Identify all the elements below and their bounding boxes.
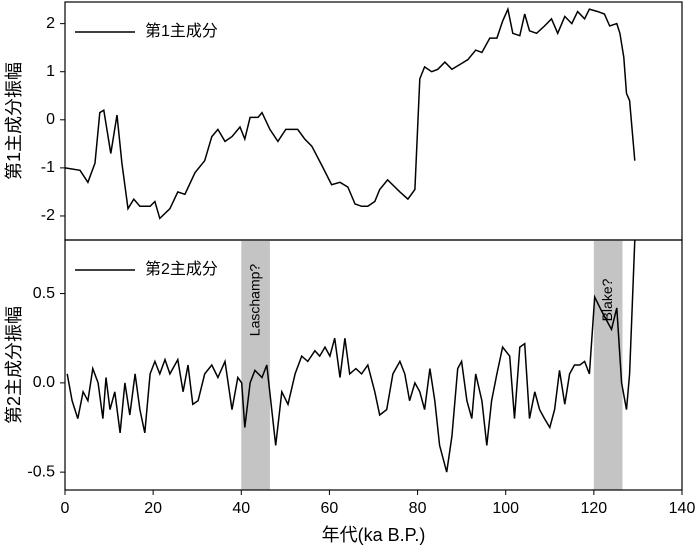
y-tick-label: -2	[41, 207, 55, 224]
y-tick-label: 0	[46, 111, 55, 128]
y-tick-label: 2	[46, 15, 55, 32]
y-tick-label: 0.5	[33, 285, 55, 302]
legend-label: 第1主成分	[145, 22, 218, 40]
series-line	[65, 6, 636, 220]
x-tick-label: 60	[321, 500, 339, 517]
y-tick-label: 1	[46, 63, 55, 80]
x-tick-label: 100	[492, 500, 519, 517]
y-axis-label: 第1主成分振幅	[4, 62, 24, 180]
legend-label: 第2主成分	[145, 260, 218, 278]
band-label: Laschamp?	[246, 264, 262, 337]
band	[593, 240, 623, 490]
x-tick-label: 140	[669, 500, 696, 517]
y-tick-label: -0.5	[27, 463, 55, 480]
series-line	[66, 240, 636, 473]
x-tick-label: 20	[144, 500, 162, 517]
x-tick-label: 0	[61, 500, 70, 517]
y-tick-label: 0.0	[33, 374, 55, 391]
x-tick-label: 40	[232, 500, 250, 517]
y-axis-label: 第2主成分振幅	[4, 306, 24, 424]
x-axis-label: 年代(ka B.P.)	[322, 525, 426, 545]
x-tick-label: 80	[409, 500, 427, 517]
y-tick-label: -1	[41, 159, 55, 176]
plot-frame	[64, 239, 683, 491]
x-tick-label: 120	[581, 500, 608, 517]
band-label: Blake?	[599, 278, 615, 321]
band	[241, 240, 270, 490]
